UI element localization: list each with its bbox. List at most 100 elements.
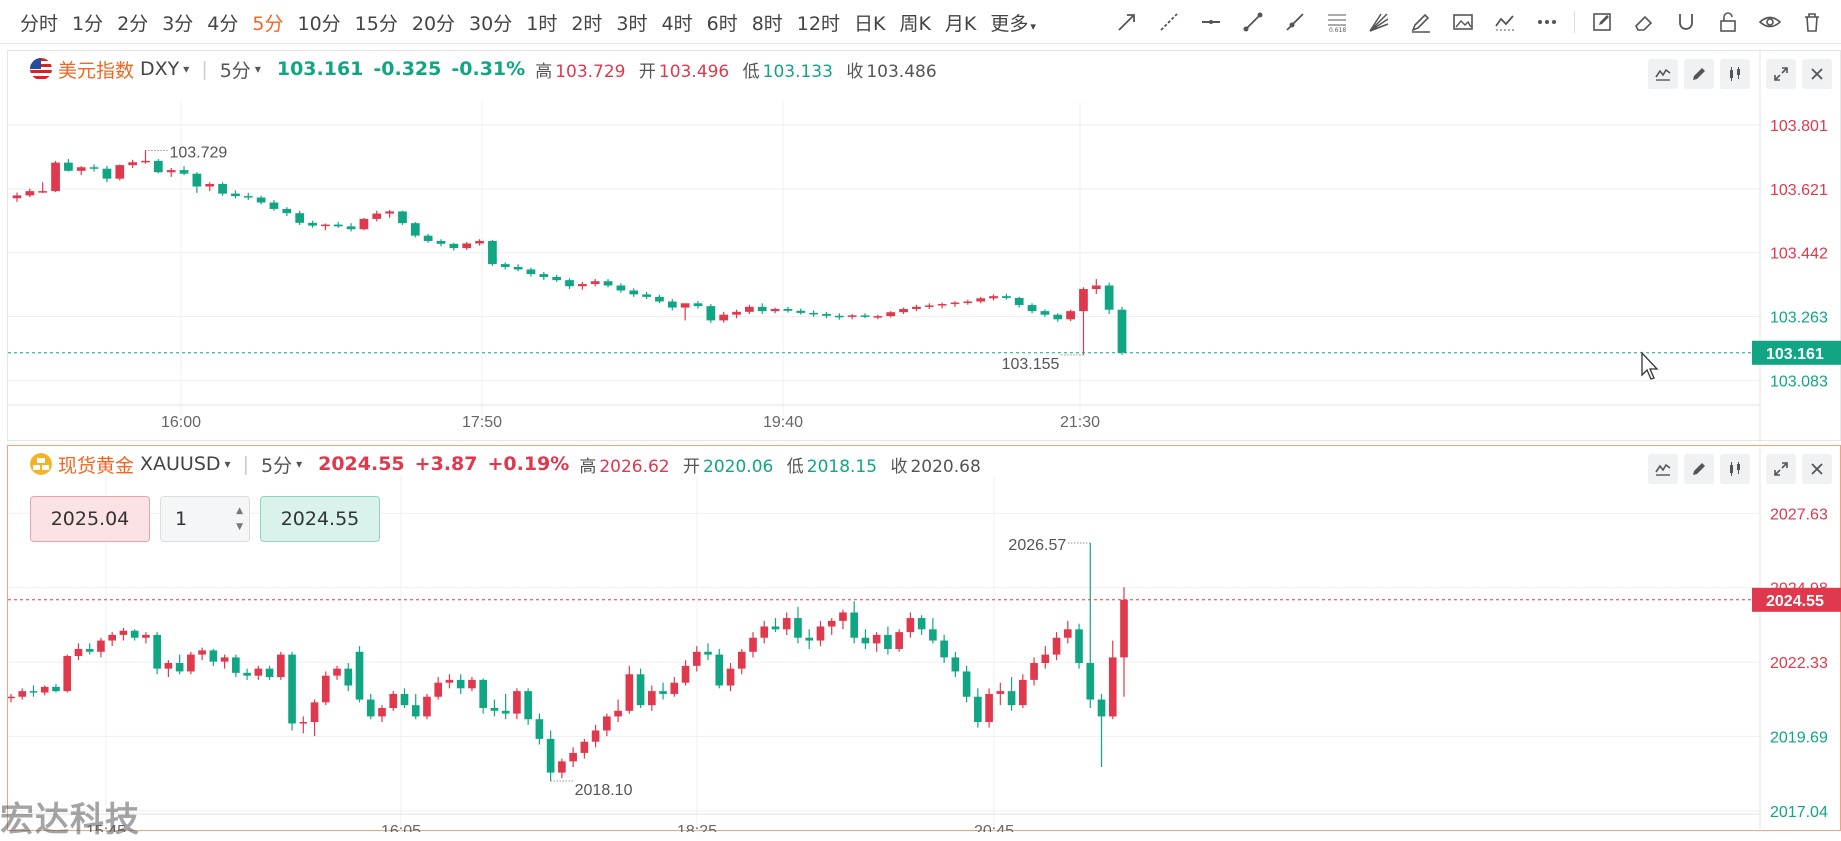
candle-body <box>25 191 35 196</box>
x-tick-label: 15:45 <box>86 823 126 832</box>
expand-button[interactable] <box>1766 454 1796 484</box>
image-tool-button[interactable] <box>1442 0 1484 44</box>
candle-body <box>783 308 793 311</box>
candle-body <box>269 202 279 209</box>
high-marker-label: 2026.57 <box>1008 537 1066 554</box>
candle-body <box>192 173 202 187</box>
dxy-code[interactable]: DXY <box>140 58 180 80</box>
candle-body <box>782 618 791 630</box>
draw-button[interactable] <box>1684 454 1714 484</box>
dxy-chart-panel: 103.801 103.621 103.442 103.263 103.083 16:00… <box>7 50 1841 442</box>
brush-tool-button[interactable] <box>1400 0 1442 44</box>
period-14[interactable]: 6时 <box>706 12 738 35</box>
stepper-arrows-icon[interactable]: ▲ ▼ <box>236 506 243 532</box>
sell-price-button[interactable]: 2025.04 <box>30 496 150 542</box>
ray-tool-button[interactable] <box>1274 0 1316 44</box>
gold-code[interactable]: XAUUSD <box>140 453 221 475</box>
gold-candlestick-chart[interactable]: 2027.632024.982022.332019.692017.0415:45… <box>8 446 1841 832</box>
close-panel-button[interactable] <box>1802 59 1832 89</box>
candle-body <box>475 240 484 244</box>
period-4[interactable]: 4分 <box>207 12 239 35</box>
period-7[interactable]: 15分 <box>354 12 398 35</box>
period-0[interactable]: 分时 <box>20 12 59 35</box>
period-12[interactable]: 3时 <box>616 12 648 35</box>
trend-tool-button[interactable] <box>1484 0 1526 44</box>
candle-body <box>385 211 394 214</box>
x-tick-label: 20:45 <box>974 823 1014 832</box>
candle-body <box>539 274 549 277</box>
dashed-line-tool-button[interactable] <box>1148 0 1190 44</box>
period-5[interactable]: 5分 <box>252 12 284 35</box>
period-17[interactable]: 日K <box>853 12 886 35</box>
indicator-button[interactable] <box>1648 59 1678 89</box>
candle-body <box>940 640 948 658</box>
candle-body <box>591 730 600 742</box>
dxy-candlestick-chart[interactable]: 103.801 103.621 103.442 103.263 103.083 16:00… <box>8 51 1841 442</box>
candle-body <box>1091 285 1101 290</box>
candle-body <box>590 281 600 285</box>
horizontal-line-icon <box>1202 20 1220 24</box>
quantity-stepper[interactable]: 1 ▲ ▼ <box>160 496 250 542</box>
candle-body <box>535 719 544 739</box>
period-16[interactable]: 12时 <box>796 12 840 35</box>
gold-name[interactable]: 现货黄金 <box>58 454 135 477</box>
period-11[interactable]: 2时 <box>571 12 603 35</box>
close-label: 收 <box>890 456 908 477</box>
candle-body <box>254 668 263 676</box>
period-9[interactable]: 30分 <box>469 12 513 35</box>
candle-body <box>1027 305 1037 312</box>
horizontal-line-tool-button[interactable] <box>1190 0 1232 44</box>
symbol-dropdown-icon[interactable]: ▾ <box>224 457 231 471</box>
ray-icon <box>1286 13 1304 31</box>
dxy-last-price: 103.161 <box>276 58 364 80</box>
more-periods-button[interactable]: 更多 ▾ <box>990 12 1036 35</box>
magnet-tool-button[interactable] <box>1665 0 1707 44</box>
period-10[interactable]: 1时 <box>526 12 558 35</box>
period-8[interactable]: 20分 <box>411 12 456 35</box>
buy-price-button[interactable]: 2024.55 <box>260 496 380 542</box>
candle-body <box>423 696 431 717</box>
draw-button[interactable] <box>1684 59 1714 89</box>
candle-icon <box>1730 67 1740 81</box>
eraser-tool-button[interactable] <box>1623 0 1665 44</box>
period-19[interactable]: 月K <box>944 12 977 35</box>
period-dropdown-icon[interactable]: ▾ <box>296 457 303 471</box>
fibonacci-tool-button[interactable]: 0.618 <box>1316 0 1358 44</box>
segment-tool-button[interactable] <box>1232 0 1274 44</box>
candle-body <box>558 761 566 773</box>
x-tick-label: 21:30 <box>1060 414 1100 431</box>
arrow-line-tool-button[interactable] <box>1106 0 1148 44</box>
candle-body <box>732 311 741 315</box>
dxy-period[interactable]: 5分 <box>219 59 251 82</box>
candle-body <box>917 618 926 630</box>
fan-tool-button[interactable] <box>1358 0 1400 44</box>
period-2[interactable]: 2分 <box>117 12 149 35</box>
period-3[interactable]: 3分 <box>162 12 194 35</box>
dxy-name[interactable]: 美元指数 <box>58 59 135 82</box>
gold-ohlc: 高 2026.62 开 2020.06 低 2018.15 收 2020.68 <box>579 452 988 477</box>
period-dropdown-icon[interactable]: ▾ <box>254 62 261 76</box>
candle-type-button[interactable] <box>1720 454 1750 484</box>
expand-button[interactable] <box>1766 59 1796 89</box>
close-panel-button[interactable] <box>1802 454 1832 484</box>
candle-body <box>359 218 369 230</box>
symbol-dropdown-icon[interactable]: ▾ <box>183 62 190 76</box>
indicator-button[interactable] <box>1648 454 1678 484</box>
eye-tool-button[interactable] <box>1749 0 1791 44</box>
dxy-panel-buttons <box>1642 59 1832 89</box>
period-15[interactable]: 8时 <box>751 12 783 35</box>
candle-body <box>1007 691 1016 706</box>
open-label: 开 <box>638 61 656 82</box>
lock-tool-button[interactable] <box>1707 0 1749 44</box>
trash-tool-button[interactable] <box>1791 0 1833 44</box>
period-6[interactable]: 10分 <box>297 12 341 35</box>
period-13[interactable]: 4时 <box>661 12 693 35</box>
watermark: 宏达科技 <box>0 800 140 840</box>
more-dots-tool-button[interactable] <box>1526 0 1568 44</box>
period-18[interactable]: 周K <box>899 12 931 35</box>
candle-body <box>265 668 274 678</box>
candle-type-button[interactable] <box>1720 59 1750 89</box>
gold-period[interactable]: 5分 <box>260 454 293 477</box>
period-1[interactable]: 1分 <box>72 12 104 35</box>
note-tool-button[interactable] <box>1581 0 1623 44</box>
